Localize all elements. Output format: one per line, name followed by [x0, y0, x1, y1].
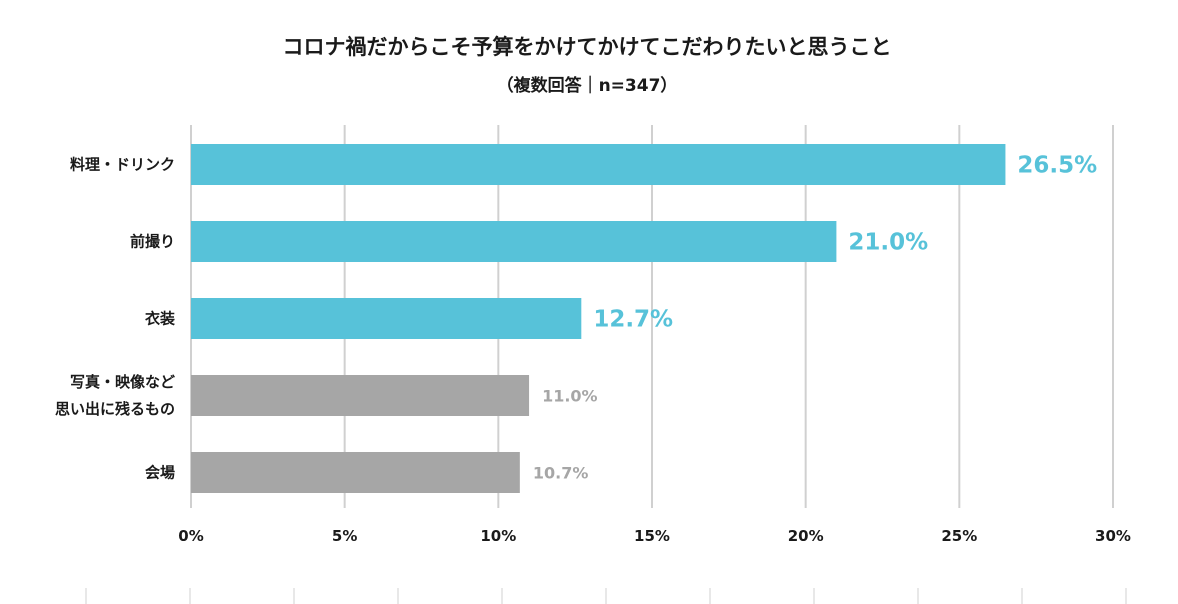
category-label: 会場	[145, 464, 175, 482]
x-tick-label: 0%	[178, 527, 203, 545]
x-tick-label: 20%	[788, 527, 824, 545]
category-label: 衣装	[145, 310, 176, 328]
data-label: 10.7%	[533, 464, 589, 483]
category-label: 思い出に残るもの	[55, 400, 175, 418]
chart-title: コロナ禍だからこそ予算をかけてかけてこだわりたいと思うこと	[283, 35, 892, 59]
x-tick-labels: 0% 5% 10% 15% 20% 25% 30%	[178, 527, 1131, 545]
x-tick-label: 25%	[941, 527, 977, 545]
bar	[191, 298, 582, 339]
chart-subtitle: （複数回答｜n=347）	[497, 75, 678, 96]
data-label: 21.0%	[848, 230, 928, 256]
x-tick-label: 10%	[480, 527, 516, 545]
category-label: 料理・ドリンク	[70, 156, 175, 174]
bar	[191, 221, 837, 262]
x-tick-label: 5%	[332, 527, 357, 545]
x-tick-label: 15%	[634, 527, 670, 545]
category-label: 写真・映像など	[70, 373, 175, 391]
bar	[191, 452, 520, 493]
category-label: 前撮り	[130, 233, 175, 251]
bars: 26.5% 21.0% 12.7% 11.0% 10.7%	[191, 144, 1097, 493]
bar	[191, 375, 530, 416]
data-label: 12.7%	[593, 307, 673, 333]
bar	[191, 144, 1006, 185]
data-label: 26.5%	[1017, 153, 1097, 179]
x-tick-label: 30%	[1095, 527, 1131, 545]
footer-tick-marks	[85, 588, 1127, 604]
data-label: 11.0%	[542, 387, 598, 406]
